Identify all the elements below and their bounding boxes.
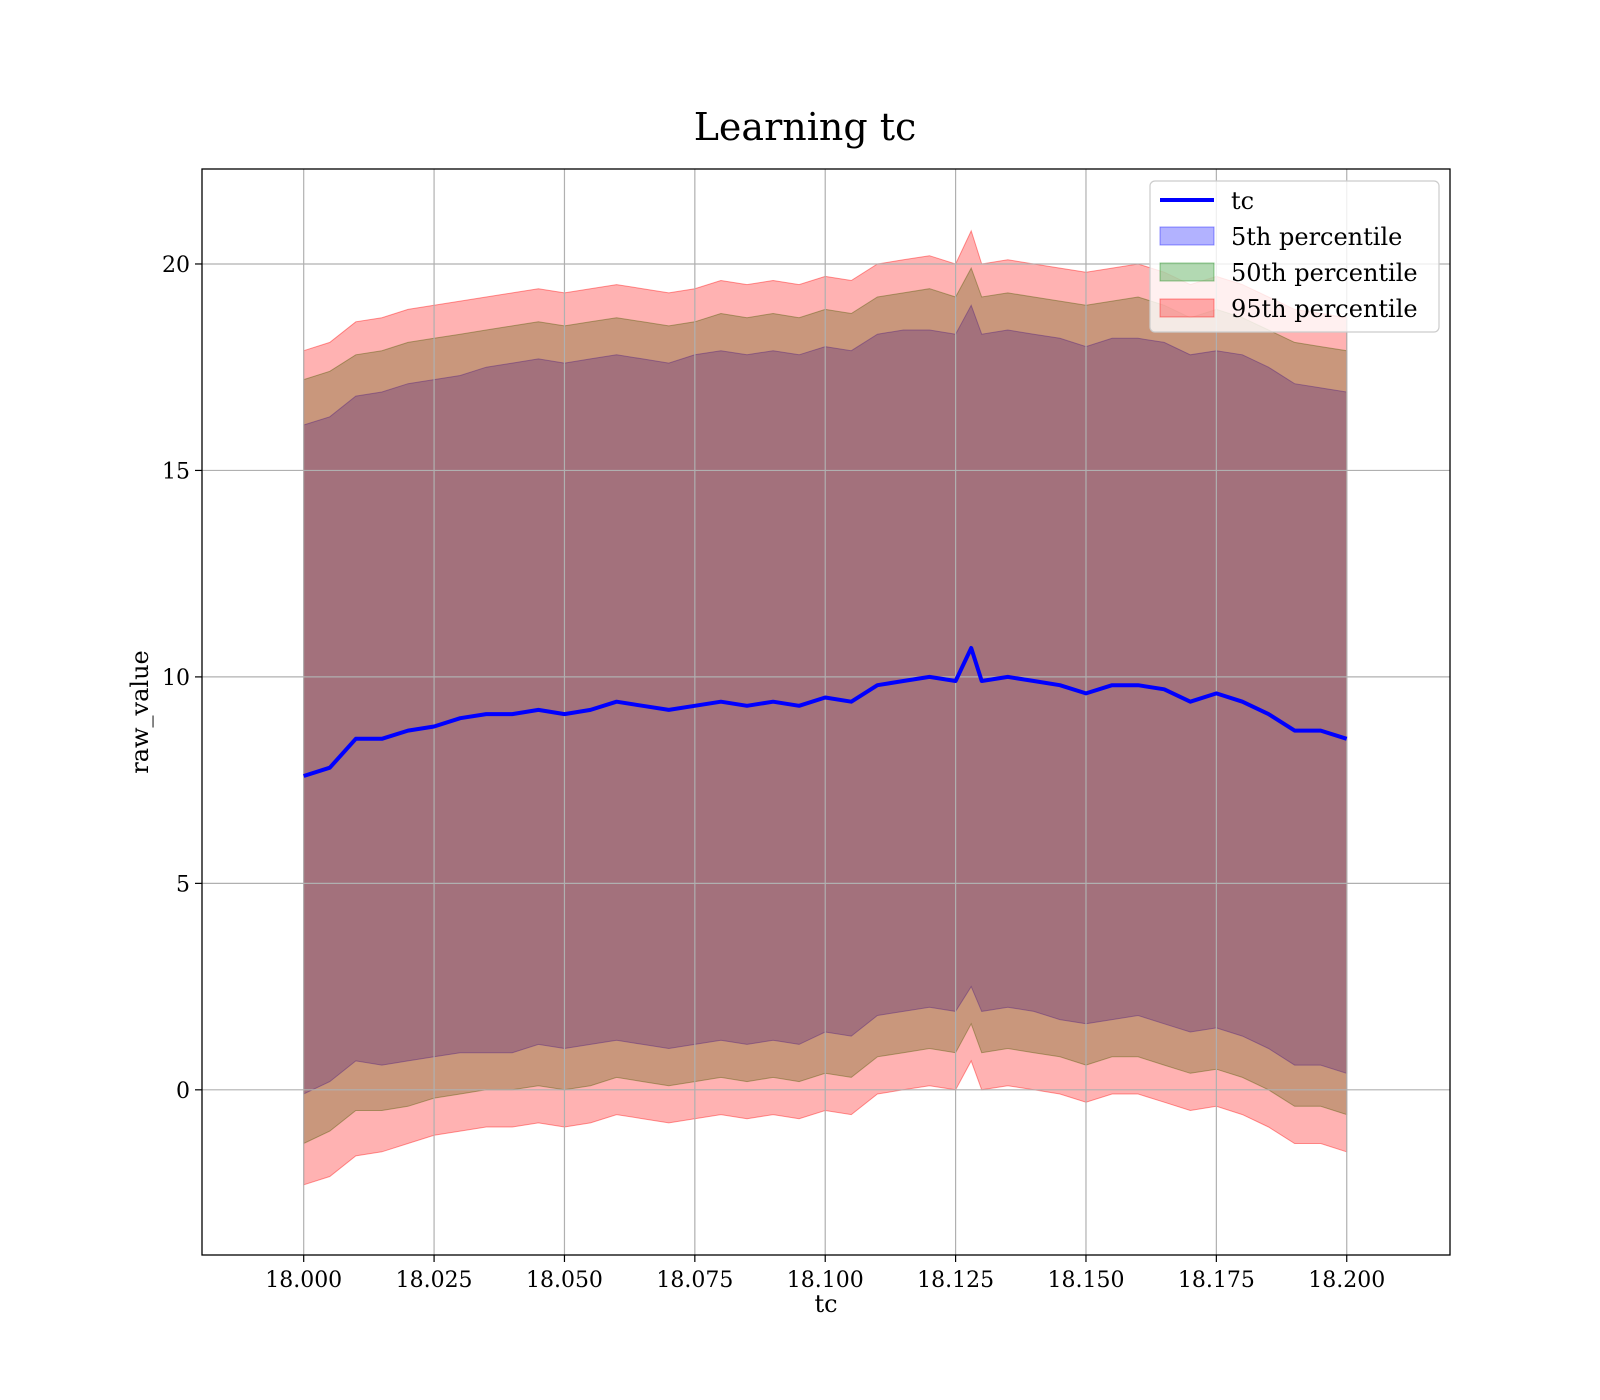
ticks-layer: 18.000 18.025 18.050 18.075 18.100 18.125 18.1… [162,253,1385,1293]
x-tick-label: 18.150 [1047,1268,1124,1293]
plot-area [202,169,1450,1255]
x-tick-label: 18.125 [917,1268,994,1293]
x-tick-label: 18.050 [526,1268,603,1293]
y-tick-label: 15 [162,459,190,484]
legend-label-50th-percentile: 50th percentile [1231,259,1418,287]
x-tick-label: 18.200 [1308,1268,1385,1293]
x-tick-label: 18.075 [656,1268,733,1293]
legend-frame [1149,180,1440,333]
x-tick-label: 18.100 [787,1268,864,1293]
x-tick-label: 18.000 [265,1268,342,1293]
legend-swatch-95th-percentile [1159,298,1215,318]
y-tick-label: 5 [176,872,190,897]
y-axis-label: raw_value [126,650,154,774]
grid-layer [202,169,1450,1255]
series-line-tc [303,646,1348,778]
y-tick-label: 20 [162,253,190,278]
chart-title: Learning tc [694,105,917,149]
legend-label-tc: tc [1231,187,1254,215]
y-tick-label: 10 [162,666,190,691]
legend-swatch-50th-percentile [1159,262,1215,282]
legend-label-5th-percentile: 5th percentile [1231,223,1402,251]
axes-frame [201,168,1451,1256]
y-tick-label: 0 [176,1079,190,1104]
x-tick-label: 18.175 [1178,1268,1255,1293]
legend-label-95th-percentile: 95th percentile [1231,295,1418,323]
line-layer [303,646,1348,778]
x-axis-label: tc [814,1290,837,1318]
legend: tc 5th percentile 50th percentile 95th p… [1149,180,1440,333]
x-tick-label: 18.025 [396,1268,473,1293]
legend-swatch-5th-percentile [1159,226,1215,246]
